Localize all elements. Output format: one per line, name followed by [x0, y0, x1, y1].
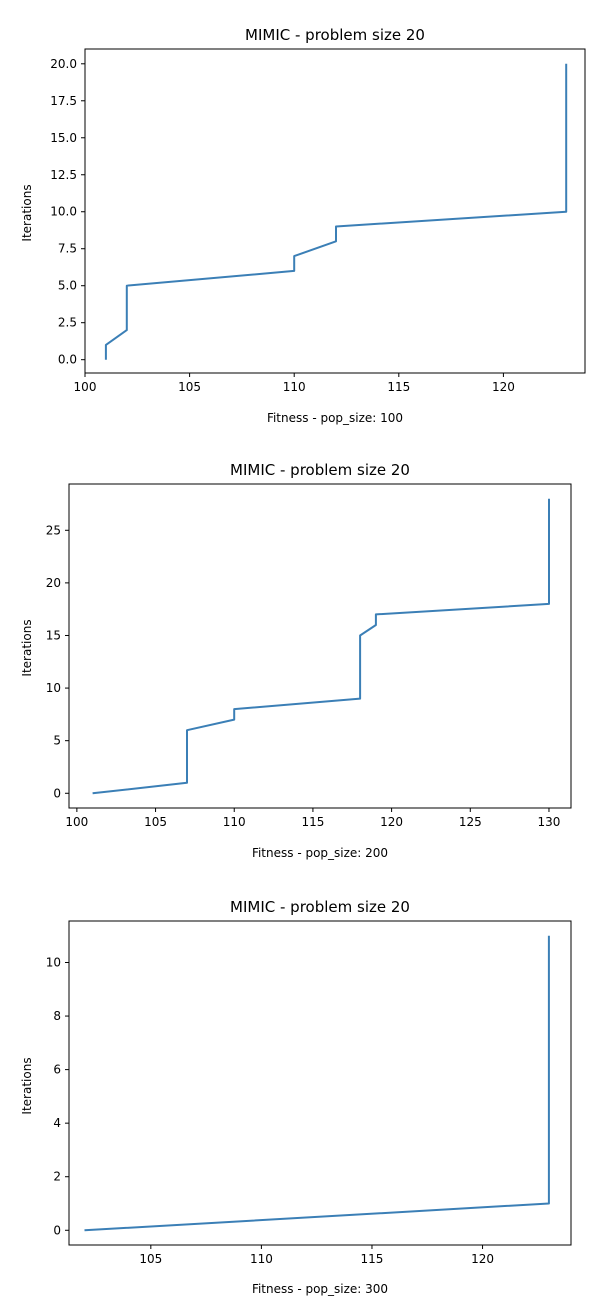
y-tick-label: 15 [46, 628, 61, 642]
y-tick-label: 20 [46, 576, 61, 590]
x-tick-label: 120 [492, 380, 515, 394]
y-axis-label: Iterations [20, 1057, 34, 1114]
series-line [104, 63, 568, 360]
x-tick-label: 110 [223, 815, 246, 829]
y-axis-label: Iterations [20, 184, 34, 241]
y-tick-label: 2 [53, 1170, 61, 1184]
chart-pop-size-200: MIMIC - problem size 20 100 105 110 115 120 1… [20, 461, 572, 860]
x-tick-label: 110 [283, 380, 306, 394]
x-tick-label: 100 [74, 380, 97, 394]
plot-frame [68, 483, 572, 809]
x-tick-label: 120 [380, 815, 403, 829]
y-axis-label: Iterations [20, 619, 34, 676]
plot-frame [68, 920, 572, 1246]
y-axis-ticks: 0.0 2.5 5.0 7.5 10.0 12.5 15.0 17.5 20.0 [50, 57, 85, 367]
series-line [84, 935, 550, 1232]
chart-title: MIMIC - problem size 20 [245, 26, 425, 44]
x-axis-ticks: 100 105 110 115 120 [74, 373, 515, 394]
x-tick-label: 125 [459, 815, 482, 829]
y-tick-label: 7.5 [58, 242, 77, 256]
x-tick-label: 115 [301, 815, 324, 829]
chart-pop-size-300: MIMIC - problem size 20 105 110 115 120 0 2 4… [20, 898, 572, 1296]
y-tick-label: 4 [53, 1116, 61, 1130]
y-axis-ticks: 0 5 10 15 20 25 [46, 523, 69, 800]
y-tick-label: 5 [53, 734, 61, 748]
y-tick-label: 8 [53, 1009, 61, 1023]
y-tick-label: 20.0 [50, 57, 77, 71]
y-tick-label: 5.0 [58, 279, 77, 293]
x-tick-label: 115 [387, 380, 410, 394]
x-axis-label: Fitness - pop_size: 100 [267, 411, 403, 425]
y-axis-ticks: 0 2 4 6 8 10 [46, 956, 69, 1237]
plot-frame [84, 48, 586, 374]
x-tick-label: 110 [250, 1252, 273, 1266]
y-tick-label: 0 [53, 786, 61, 800]
x-axis-label: Fitness - pop_size: 200 [252, 846, 388, 860]
y-tick-label: 0.0 [58, 353, 77, 367]
series-line [92, 498, 550, 795]
y-tick-label: 12.5 [50, 168, 77, 182]
chart-title: MIMIC - problem size 20 [230, 898, 410, 916]
y-tick-label: 10 [46, 956, 61, 970]
y-tick-label: 10 [46, 681, 61, 695]
y-tick-label: 17.5 [50, 94, 77, 108]
x-tick-label: 105 [178, 380, 201, 394]
y-tick-label: 6 [53, 1063, 61, 1077]
x-tick-label: 100 [65, 815, 88, 829]
chart-pop-size-100: MIMIC - problem size 20 100 105 110 115 120 … [20, 26, 586, 425]
x-tick-label: 105 [144, 815, 167, 829]
x-tick-label: 120 [471, 1252, 494, 1266]
y-tick-label: 10.0 [50, 205, 77, 219]
y-tick-label: 2.5 [58, 316, 77, 330]
x-axis-label: Fitness - pop_size: 300 [252, 1282, 388, 1296]
x-axis-ticks: 100 105 110 115 120 125 130 [65, 808, 560, 829]
y-tick-label: 15.0 [50, 131, 77, 145]
x-axis-ticks: 105 110 115 120 [139, 1245, 494, 1266]
x-tick-label: 115 [361, 1252, 384, 1266]
x-tick-label: 105 [139, 1252, 162, 1266]
y-tick-label: 25 [46, 523, 61, 537]
y-tick-label: 0 [53, 1223, 61, 1237]
chart-title: MIMIC - problem size 20 [230, 461, 410, 479]
x-tick-label: 130 [538, 815, 561, 829]
